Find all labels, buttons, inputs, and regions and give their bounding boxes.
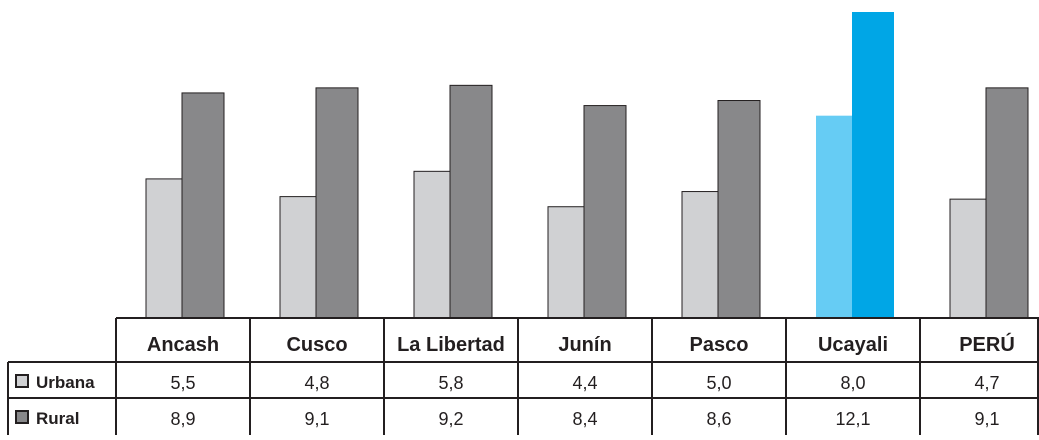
bar-urbana-0 [145, 178, 183, 319]
legend-label-rural: Rural [36, 409, 79, 428]
category-label: Junín [558, 334, 611, 356]
data-label: 12,1 [835, 409, 870, 429]
bar-rural-4 [717, 100, 761, 319]
bar-urbana-3 [547, 206, 585, 319]
legend-swatch-rural [15, 410, 29, 424]
bar-rural-3 [583, 105, 627, 319]
bar-urbana-4 [681, 191, 719, 319]
data-label: 4,7 [974, 373, 999, 393]
bar-rural-2 [449, 84, 493, 319]
legend-swatch-urbana [15, 374, 29, 388]
category-label: Ucayali [818, 334, 888, 356]
bar-urbana-2 [413, 170, 451, 319]
category-label: Ancash [147, 334, 219, 356]
data-label: 9,1 [974, 409, 999, 429]
bars-group [145, 12, 1029, 319]
bar-urbana-6 [949, 198, 987, 319]
category-label: Cusco [286, 334, 347, 356]
data-label: 4,8 [304, 373, 329, 393]
category-label: La Libertad [397, 334, 505, 356]
bar-urbana-5 [816, 115, 852, 319]
data-label: 8,6 [706, 409, 731, 429]
data-label: 9,1 [304, 409, 329, 429]
bar-urbana-1 [279, 196, 317, 319]
data-label: 8,4 [572, 409, 597, 429]
data-label: 9,2 [438, 409, 463, 429]
legend-label-urbana: Urbana [36, 373, 95, 392]
category-label: PERÚ [959, 332, 1015, 356]
data-label: 8,0 [840, 373, 865, 393]
data-label: 5,0 [706, 373, 731, 393]
bar-rural-5 [852, 12, 894, 318]
data-label: 8,9 [170, 409, 195, 429]
data-label: 4,4 [572, 373, 597, 393]
data-label: 5,8 [438, 373, 463, 393]
data-table: Ancash Cusco La Libertad Junín Pasco Ucayali P… [7, 317, 1039, 435]
category-label: Pasco [690, 334, 749, 356]
bar-rural-0 [181, 92, 225, 319]
bar-rural-1 [315, 87, 359, 319]
data-label: 5,5 [170, 373, 195, 393]
bar-rural-6 [985, 87, 1029, 319]
